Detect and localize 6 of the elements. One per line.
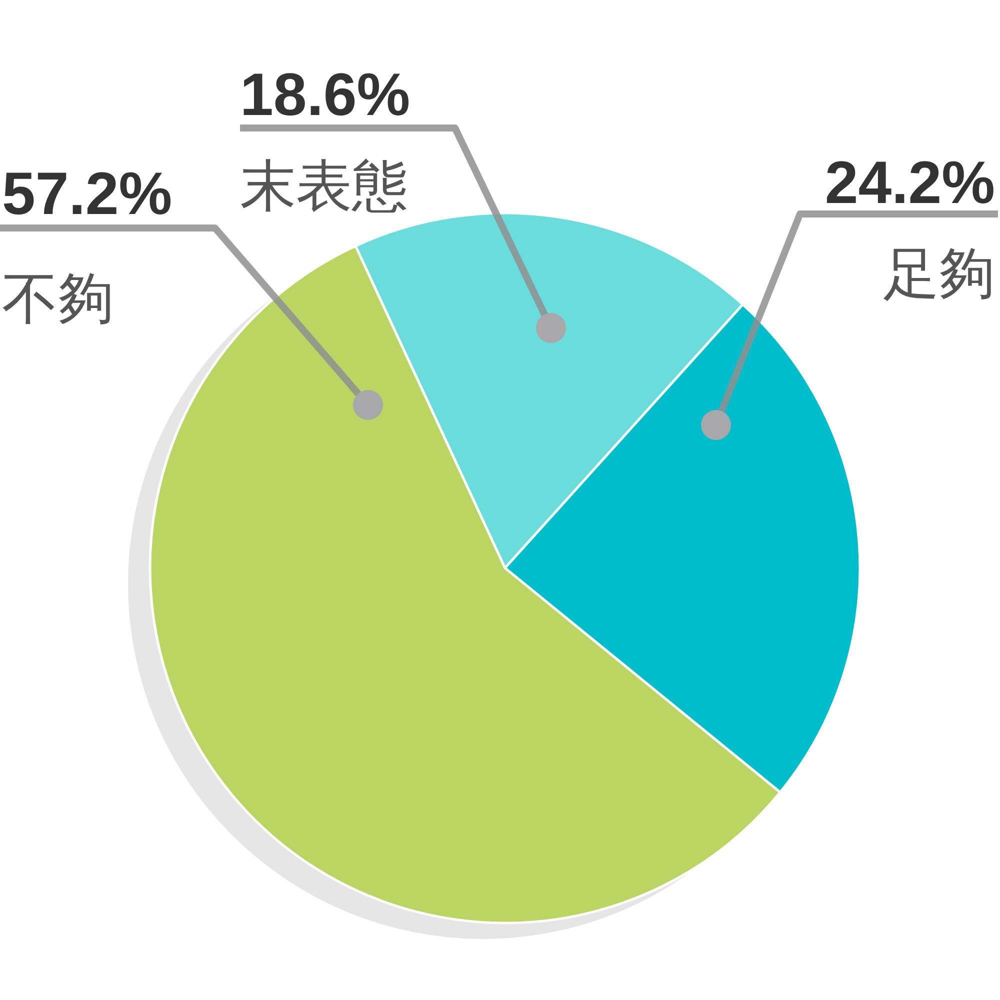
slice-label: 末表態 [240,154,408,219]
slice-label: 不夠 [2,267,114,332]
slice-label: 足夠 [883,242,995,307]
data-label: 57.2% [2,160,172,227]
data-label: 18.6% [240,61,410,128]
data-label: 24.2% [824,149,995,216]
